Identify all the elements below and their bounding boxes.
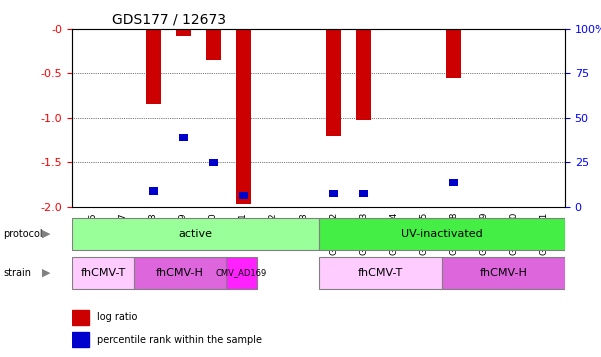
Bar	[326, 29, 341, 136]
Bar	[209, 159, 218, 166]
Bar	[148, 187, 157, 195]
Bar	[72, 332, 90, 347]
Bar	[449, 178, 458, 186]
Bar	[446, 29, 461, 78]
Text: fhCMV-T: fhCMV-T	[358, 268, 403, 278]
Bar	[72, 257, 133, 289]
Text: UV-inactivated: UV-inactivated	[401, 229, 483, 239]
Bar	[442, 257, 565, 289]
Bar	[319, 257, 442, 289]
Bar	[179, 134, 188, 141]
Text: ▶: ▶	[42, 229, 50, 239]
Text: strain: strain	[3, 268, 31, 278]
Bar	[226, 257, 257, 289]
Text: log ratio: log ratio	[97, 312, 137, 322]
Text: fhCMV-H: fhCMV-H	[480, 268, 527, 278]
Bar	[359, 190, 368, 197]
Bar	[72, 218, 319, 250]
Text: protocol: protocol	[3, 229, 43, 239]
Bar	[145, 29, 160, 104]
Text: percentile rank within the sample: percentile rank within the sample	[97, 335, 262, 345]
Bar	[72, 310, 90, 325]
Text: fhCMV-H: fhCMV-H	[156, 268, 204, 278]
Bar	[175, 29, 191, 36]
Bar	[133, 257, 226, 289]
Bar	[356, 29, 371, 120]
Text: fhCMV-T: fhCMV-T	[81, 268, 126, 278]
Text: ▶: ▶	[42, 268, 50, 278]
Bar	[206, 29, 221, 60]
Bar	[239, 192, 248, 199]
Bar	[329, 190, 338, 197]
Text: CMV_AD169: CMV_AD169	[216, 268, 267, 278]
Text: GDS177 / 12673: GDS177 / 12673	[112, 12, 225, 26]
Bar	[236, 29, 251, 204]
Text: active: active	[178, 229, 212, 239]
Bar	[319, 218, 565, 250]
